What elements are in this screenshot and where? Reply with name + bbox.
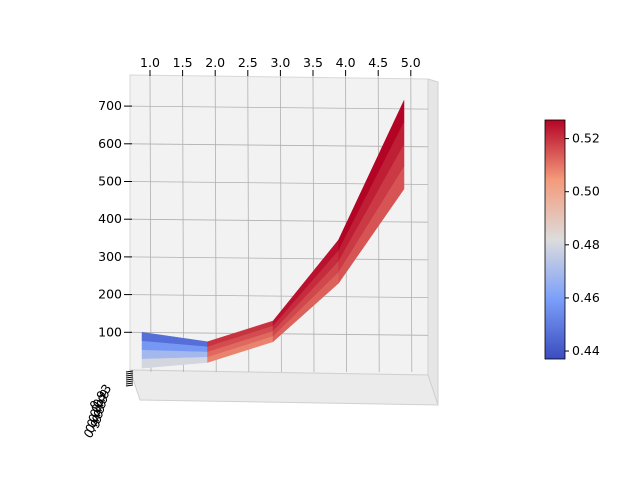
surface-plot xyxy=(141,100,405,369)
z-tick-label: 200 xyxy=(98,287,122,302)
x-tick-label: 2.0 xyxy=(205,55,225,70)
x-grid-line xyxy=(247,75,250,373)
z-grid-line xyxy=(129,143,429,148)
colorbar: 0.44 0.46 0.48 0.50 0.52 xyxy=(544,119,600,360)
y-tick xyxy=(125,382,134,385)
y-tick xyxy=(125,370,134,373)
x-tick-label: 2.5 xyxy=(238,55,258,70)
x-grid-line xyxy=(410,75,413,373)
z-grid-line xyxy=(129,294,429,298)
z-tick-label: 700 xyxy=(98,98,122,113)
floor-pane xyxy=(129,369,439,406)
y-tick xyxy=(125,380,134,383)
x-tick-label: 4.5 xyxy=(368,55,388,70)
x-grid-line xyxy=(182,75,185,373)
x-tick-label: 3.5 xyxy=(303,55,323,70)
z-grid-line xyxy=(129,256,429,261)
x-tick-label: 3.0 xyxy=(270,55,290,70)
z-tick-label: 600 xyxy=(98,136,122,151)
z-tick-label: 300 xyxy=(98,249,122,264)
colorbar-tick-label: 0.52 xyxy=(572,131,600,146)
y-tick xyxy=(125,372,134,375)
axes-panes xyxy=(129,74,439,406)
y-tick xyxy=(125,376,134,379)
colorbar-gradient xyxy=(544,119,566,360)
colorbar-tick-label: 0.48 xyxy=(572,237,600,252)
x-tick-label: 1.5 xyxy=(173,55,193,70)
colorbar-tick-label: 0.50 xyxy=(572,184,600,199)
x-tick-label: 5.0 xyxy=(401,55,421,70)
z-tick-label: 100 xyxy=(98,324,122,339)
colorbar-tick-label: 0.44 xyxy=(572,343,600,358)
x-grid-line xyxy=(214,75,217,373)
y-tick xyxy=(125,384,134,387)
x-grid-line xyxy=(312,75,315,373)
x-grid-line xyxy=(149,75,152,373)
z-grid-line xyxy=(129,105,429,110)
x-tick-label: 4.0 xyxy=(336,55,356,70)
side-pane xyxy=(427,78,439,406)
x-tick-label: 1.0 xyxy=(140,55,160,70)
z-tick-label: 500 xyxy=(98,174,122,189)
y-tick xyxy=(125,374,134,377)
y-tick xyxy=(125,378,134,381)
z-tick-label: 400 xyxy=(98,211,122,226)
surface-facet xyxy=(338,166,405,285)
colorbar-tick-label: 0.46 xyxy=(572,290,600,305)
